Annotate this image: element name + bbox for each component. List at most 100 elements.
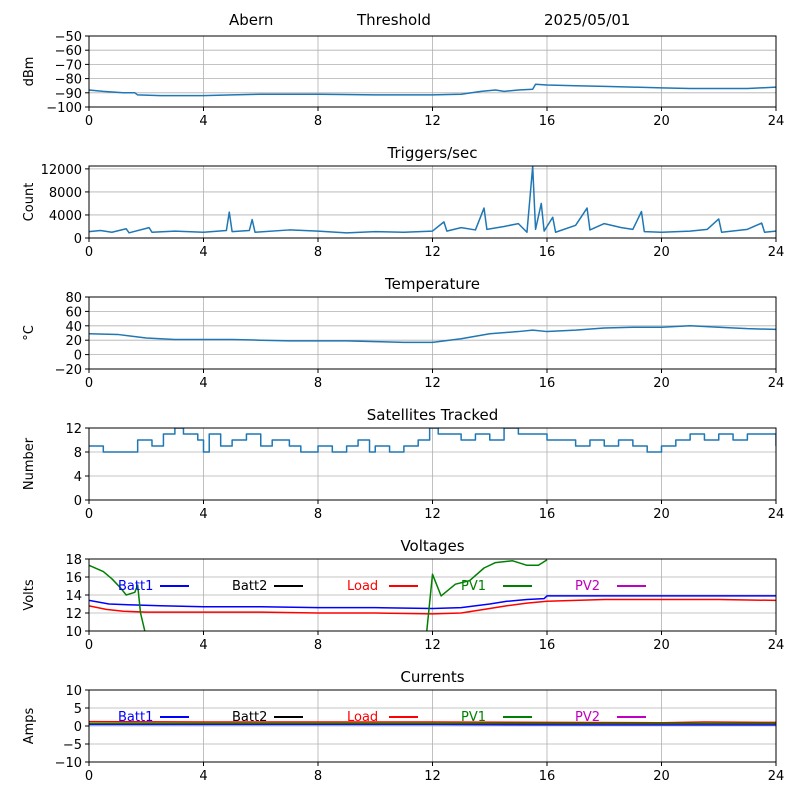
y-tick-label: 0 <box>74 349 82 364</box>
x-tick-label: 8 <box>314 114 322 129</box>
x-tick-label: 16 <box>539 114 556 129</box>
chart-title: Voltages <box>400 537 464 555</box>
y-tick-label: 8000 <box>49 186 82 201</box>
x-tick-label: 12 <box>424 769 441 784</box>
legend-label-batt1: Batt1 <box>118 710 153 725</box>
x-tick-label: 20 <box>653 245 670 260</box>
x-tick-label: 12 <box>424 507 441 522</box>
x-tick-label: 16 <box>539 376 556 391</box>
y-axis-label: Volts <box>22 579 37 611</box>
y-tick-label: 12 <box>65 422 82 437</box>
x-tick-label: 20 <box>653 507 670 522</box>
x-tick-label: 4 <box>199 376 207 391</box>
x-tick-label: 4 <box>199 245 207 260</box>
x-tick-label: 12 <box>424 245 441 260</box>
x-tick-label: 20 <box>653 114 670 129</box>
y-tick-label: 40 <box>65 320 82 335</box>
x-tick-label: 4 <box>199 638 207 653</box>
y-tick-label: −50 <box>55 30 82 45</box>
y-tick-label: 14 <box>65 589 82 604</box>
legend-label-load: Load <box>347 579 378 594</box>
y-tick-label: 12 <box>65 607 82 622</box>
y-tick-label: 0 <box>74 232 82 247</box>
y-tick-label: 4000 <box>49 209 82 224</box>
y-tick-label: 18 <box>65 553 82 568</box>
y-tick-label: 80 <box>65 291 82 306</box>
chart-title: Temperature <box>384 275 480 293</box>
y-tick-label: −20 <box>55 363 82 378</box>
legend-label-load: Load <box>347 710 378 725</box>
chart-panel-4: 0 4 8 12 16 20 24 0 4 8 12 Satellites Tracked Number <box>22 406 784 522</box>
x-tick-label: 8 <box>314 638 322 653</box>
x-tick-label: 16 <box>539 507 556 522</box>
y-tick-label: −60 <box>55 44 82 59</box>
chart-title: Satellites Tracked <box>367 406 498 424</box>
x-tick-label: 16 <box>539 638 556 653</box>
x-tick-label: 0 <box>85 638 93 653</box>
x-tick-label: 8 <box>314 507 322 522</box>
y-axis-label: °C <box>22 325 37 341</box>
x-tick-label: 20 <box>653 638 670 653</box>
x-tick-label: 8 <box>314 245 322 260</box>
series-line-load <box>89 722 776 723</box>
site-name: Abern <box>229 11 273 29</box>
y-tick-label: 4 <box>74 470 82 485</box>
y-tick-label: 16 <box>65 571 82 586</box>
series-group <box>89 722 776 725</box>
y-tick-label: 20 <box>65 334 82 349</box>
x-tick-label: 0 <box>85 376 93 391</box>
x-tick-label: 8 <box>314 376 322 391</box>
chart-panel-5: 0 4 8 12 16 20 24 10 12 14 16 18 Voltages Volts Batt1 B… <box>22 537 784 653</box>
x-tick-label: 12 <box>424 376 441 391</box>
x-tick-label: 4 <box>199 507 207 522</box>
y-tick-label: 0 <box>74 494 82 509</box>
legend-label-batt2: Batt2 <box>232 710 267 725</box>
legend-label-pv2: PV2 <box>575 579 600 594</box>
y-axis-label: dBm <box>22 57 37 87</box>
y-tick-label: −70 <box>55 58 82 73</box>
x-tick-label: 0 <box>85 769 93 784</box>
x-tick-label: 24 <box>768 638 785 653</box>
x-tick-label: 12 <box>424 114 441 129</box>
y-tick-label: −100 <box>46 101 82 116</box>
y-axis-label: Number <box>22 437 37 490</box>
y-tick-label: 0 <box>74 720 82 735</box>
x-tick-label: 24 <box>768 114 785 129</box>
x-tick-label: 20 <box>653 376 670 391</box>
y-tick-label: 10 <box>65 684 82 699</box>
x-tick-label: 12 <box>424 638 441 653</box>
y-axis-label: Count <box>22 183 37 222</box>
y-tick-label: 12000 <box>41 163 82 178</box>
x-tick-label: 24 <box>768 769 785 784</box>
report-date: 2025/05/01 <box>544 11 630 29</box>
legend-label-batt2: Batt2 <box>232 579 267 594</box>
x-tick-label: 0 <box>85 114 93 129</box>
x-tick-label: 24 <box>768 245 785 260</box>
x-tick-label: 8 <box>314 769 322 784</box>
x-tick-label: 0 <box>85 507 93 522</box>
y-tick-label: −5 <box>63 738 82 753</box>
x-tick-label: 20 <box>653 769 670 784</box>
x-tick-label: 16 <box>539 769 556 784</box>
y-tick-label: −80 <box>55 73 82 88</box>
legend-label-batt1: Batt1 <box>118 579 153 594</box>
y-tick-label: 10 <box>65 625 82 640</box>
chart-title: Currents <box>400 668 464 686</box>
y-tick-label: 60 <box>65 305 82 320</box>
x-tick-label: 24 <box>768 376 785 391</box>
legend-label-pv2: PV2 <box>575 710 600 725</box>
y-tick-label: 8 <box>74 446 82 461</box>
trigger-mode: Threshold <box>357 11 431 29</box>
x-tick-label: 24 <box>768 507 785 522</box>
x-tick-label: 4 <box>199 769 207 784</box>
y-tick-label: −10 <box>55 756 82 771</box>
y-tick-label: −90 <box>55 87 82 102</box>
x-tick-label: 0 <box>85 245 93 260</box>
legend-label-pv1: PV1 <box>461 579 486 594</box>
chart-title: Triggers/sec <box>387 144 478 162</box>
